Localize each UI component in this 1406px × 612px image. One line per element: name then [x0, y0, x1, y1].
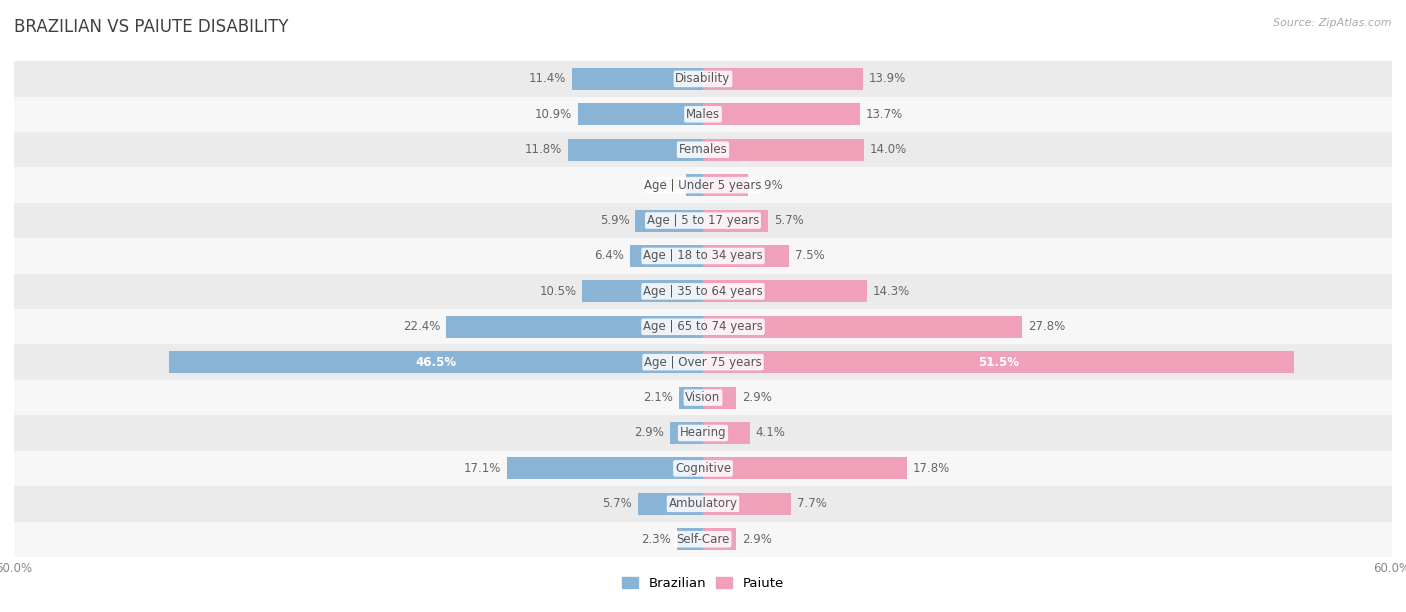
Bar	[582, 280, 703, 302]
Bar	[506, 457, 703, 479]
Bar	[14, 168, 1392, 203]
Bar	[636, 209, 703, 231]
Text: 17.1%: 17.1%	[464, 462, 501, 475]
Bar	[686, 174, 703, 196]
Text: Age | Under 5 years: Age | Under 5 years	[644, 179, 762, 192]
Bar	[703, 387, 737, 409]
Text: Cognitive: Cognitive	[675, 462, 731, 475]
Text: 7.5%: 7.5%	[794, 250, 824, 263]
Text: 14.3%: 14.3%	[873, 285, 910, 298]
Bar	[703, 528, 737, 550]
Bar	[14, 450, 1392, 486]
Bar	[14, 132, 1392, 168]
Text: 2.9%: 2.9%	[742, 391, 772, 404]
Bar	[703, 103, 860, 125]
Bar	[637, 493, 703, 515]
Text: Age | 35 to 64 years: Age | 35 to 64 years	[643, 285, 763, 298]
Text: Ambulatory: Ambulatory	[668, 498, 738, 510]
Bar	[669, 422, 703, 444]
Bar	[14, 380, 1392, 416]
Bar	[703, 457, 907, 479]
Bar	[703, 493, 792, 515]
Text: 10.5%: 10.5%	[540, 285, 576, 298]
Legend: Brazilian, Paiute: Brazilian, Paiute	[617, 572, 789, 595]
Text: 27.8%: 27.8%	[1028, 320, 1066, 334]
Text: Age | 18 to 34 years: Age | 18 to 34 years	[643, 250, 763, 263]
Text: 6.4%: 6.4%	[593, 250, 624, 263]
Text: Vision: Vision	[685, 391, 721, 404]
Bar	[14, 486, 1392, 521]
Bar	[14, 203, 1392, 238]
Text: 1.5%: 1.5%	[651, 179, 681, 192]
Bar	[703, 351, 1295, 373]
Text: 22.4%: 22.4%	[402, 320, 440, 334]
Text: BRAZILIAN VS PAIUTE DISABILITY: BRAZILIAN VS PAIUTE DISABILITY	[14, 18, 288, 36]
Text: 5.9%: 5.9%	[600, 214, 630, 227]
Bar	[703, 68, 863, 90]
Bar	[14, 61, 1392, 97]
Text: 11.4%: 11.4%	[529, 72, 567, 86]
Bar	[14, 97, 1392, 132]
Text: 11.8%: 11.8%	[524, 143, 562, 156]
Bar	[630, 245, 703, 267]
Text: 2.3%: 2.3%	[641, 532, 671, 546]
Text: 14.0%: 14.0%	[869, 143, 907, 156]
Bar	[703, 245, 789, 267]
Bar	[703, 316, 1022, 338]
Text: Hearing: Hearing	[679, 427, 727, 439]
Bar	[572, 68, 703, 90]
Text: 5.7%: 5.7%	[775, 214, 804, 227]
Text: 2.9%: 2.9%	[742, 532, 772, 546]
Text: 7.7%: 7.7%	[797, 498, 827, 510]
Text: 10.9%: 10.9%	[534, 108, 572, 121]
Bar	[14, 274, 1392, 309]
Bar	[578, 103, 703, 125]
Text: Females: Females	[679, 143, 727, 156]
Text: 13.9%: 13.9%	[869, 72, 905, 86]
Bar	[703, 422, 749, 444]
Text: Age | Over 75 years: Age | Over 75 years	[644, 356, 762, 368]
Text: Age | 65 to 74 years: Age | 65 to 74 years	[643, 320, 763, 334]
Bar	[703, 280, 868, 302]
Bar	[703, 209, 769, 231]
Bar	[169, 351, 703, 373]
Text: Males: Males	[686, 108, 720, 121]
Bar	[14, 309, 1392, 345]
Bar	[14, 345, 1392, 380]
Bar	[703, 174, 748, 196]
Text: Self-Care: Self-Care	[676, 532, 730, 546]
Text: 4.1%: 4.1%	[756, 427, 786, 439]
Bar	[14, 416, 1392, 450]
Bar	[568, 139, 703, 161]
Bar	[679, 387, 703, 409]
Text: 2.1%: 2.1%	[644, 391, 673, 404]
Text: Disability: Disability	[675, 72, 731, 86]
Text: 5.7%: 5.7%	[602, 498, 631, 510]
Text: Source: ZipAtlas.com: Source: ZipAtlas.com	[1274, 18, 1392, 28]
Text: 46.5%: 46.5%	[416, 356, 457, 368]
Text: 2.9%: 2.9%	[634, 427, 664, 439]
Text: Age | 5 to 17 years: Age | 5 to 17 years	[647, 214, 759, 227]
Bar	[676, 528, 703, 550]
Bar	[446, 316, 703, 338]
Text: 3.9%: 3.9%	[754, 179, 783, 192]
Text: 51.5%: 51.5%	[979, 356, 1019, 368]
Bar	[14, 238, 1392, 274]
Text: 17.8%: 17.8%	[912, 462, 950, 475]
Bar	[14, 521, 1392, 557]
Text: 13.7%: 13.7%	[866, 108, 903, 121]
Bar	[703, 139, 863, 161]
